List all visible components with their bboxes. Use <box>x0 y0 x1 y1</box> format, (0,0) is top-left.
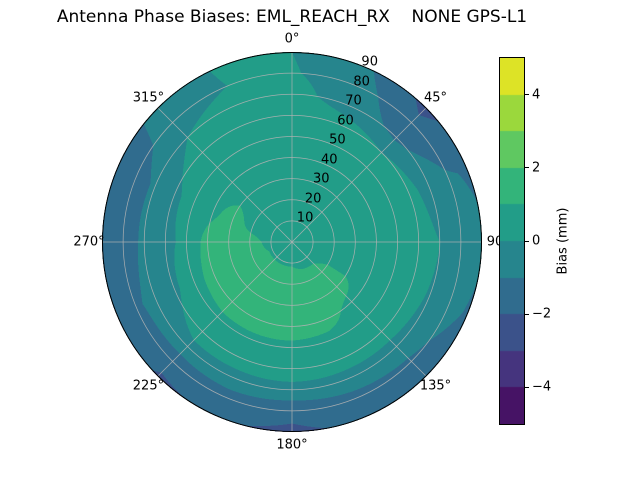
radial-tick-label: 40 <box>321 152 338 168</box>
polar-heatmap-canvas <box>102 52 482 432</box>
radial-tick-label: 90 <box>361 54 378 70</box>
radial-tick-label: 70 <box>345 93 362 109</box>
colorbar-tick-label: 4 <box>532 87 541 103</box>
angle-tick-label: 180° <box>276 437 308 453</box>
radial-tick-label: 10 <box>296 210 314 226</box>
radial-tick-label: 50 <box>329 132 346 148</box>
radial-tick-label: 60 <box>337 113 354 129</box>
colorbar-tick-label: 2 <box>532 160 541 176</box>
colorbar-tickmark <box>525 94 529 96</box>
colorbar-tickmark <box>525 313 529 315</box>
chart-title: Antenna Phase Biases: EML_REACH_RX NONE … <box>56 7 528 27</box>
angle-tick-label: 45° <box>424 90 448 106</box>
angle-tick-label: 270° <box>73 234 105 250</box>
radial-tick-label: 30 <box>312 171 330 187</box>
colorbar-label: Bias (mm) <box>555 207 571 275</box>
colorbar-tickmark <box>525 386 529 388</box>
angle-tick-label: 0° <box>284 31 300 47</box>
radial-tick-label: 20 <box>304 191 322 207</box>
colorbar-tick-label: −2 <box>532 306 552 322</box>
colorbar-canvas <box>499 57 525 425</box>
angle-tick-label: 315° <box>132 90 165 106</box>
angle-tick-label: 225° <box>132 378 165 394</box>
radial-tick-label: 80 <box>353 74 370 90</box>
angle-tick-label: 135° <box>419 378 452 394</box>
colorbar-tick-label: −4 <box>532 379 552 395</box>
colorbar-tickmark <box>525 240 529 242</box>
colorbar-tick-label: 0 <box>532 233 541 249</box>
colorbar-tickmark <box>525 167 529 169</box>
